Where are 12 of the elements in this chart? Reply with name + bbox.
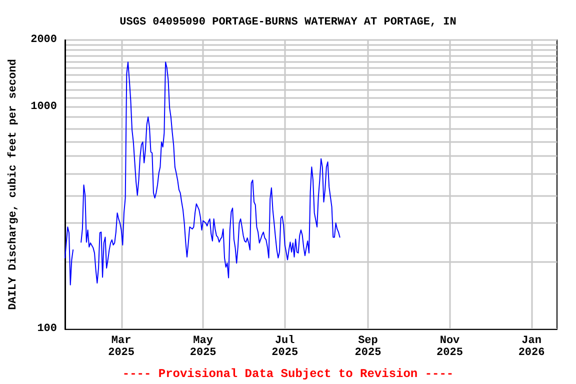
x-tick-label: May 2025 (190, 335, 217, 359)
x-tick-label: Jul 2025 (272, 335, 298, 359)
y-tick-label: 1000 (30, 100, 57, 113)
y-tick-label: 2000 (30, 34, 57, 46)
x-tick-label: Jan 2026 (518, 335, 545, 359)
text: ---- Provisional Data Subject to Revision ---- (122, 367, 454, 381)
y-tick-label: 100 (37, 323, 57, 335)
chart-title: USGS 04095090 PORTAGE-BURNS WATERWAY AT PORTAGE, IN (120, 16, 456, 28)
x-tick-label: Sep 2025 (354, 335, 382, 359)
x-tick-label: Nov 2025 (436, 335, 464, 359)
x-tick-label: Mar 2025 (108, 335, 135, 359)
y-axis-title: DAILY Discharge, cubic feet per second (6, 59, 20, 310)
